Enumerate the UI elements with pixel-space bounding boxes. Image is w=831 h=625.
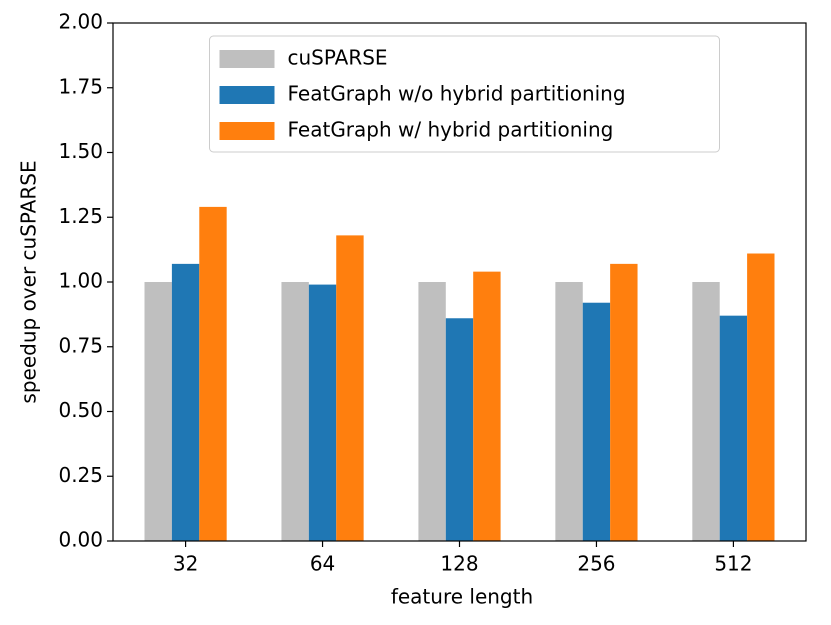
x-tick-label: 512 (714, 552, 752, 576)
bar (610, 263, 638, 541)
legend-label: cuSPARSE (288, 46, 388, 70)
bar (582, 302, 611, 541)
bar (445, 318, 474, 541)
y-tick-label: 1.00 (58, 269, 103, 293)
y-tick-label: 2.00 (58, 10, 103, 34)
x-tick-label: 256 (577, 552, 615, 576)
legend-label: FeatGraph w/o hybrid partitioning (288, 82, 626, 106)
x-tick-label: 128 (440, 552, 478, 576)
bar (199, 206, 227, 541)
bar (555, 282, 583, 541)
x-axis-label: feature length (391, 585, 533, 609)
bar (418, 282, 446, 541)
bar (336, 235, 364, 541)
bar (144, 282, 172, 541)
plot-frame (112, 22, 807, 542)
legend-box (209, 35, 720, 153)
y-tick-label: 0.75 (58, 333, 103, 357)
y-tick-label: 0.00 (58, 528, 103, 552)
y-axis-label: speedup over cuSPARSE (17, 160, 41, 403)
y-tick-label: 0.50 (58, 398, 103, 422)
y-tick-label: 1.50 (58, 139, 103, 163)
bar (281, 282, 309, 541)
legend-swatch (219, 122, 275, 140)
y-tick-label: 1.75 (58, 74, 103, 98)
bar (171, 263, 200, 541)
y-tick-label: 1.25 (58, 204, 103, 228)
bar (473, 271, 501, 541)
x-tick-label: 32 (173, 552, 198, 576)
y-tick-label: 0.25 (58, 463, 103, 487)
legend-label: FeatGraph w/ hybrid partitioning (288, 118, 614, 142)
bar (692, 282, 720, 541)
legend-swatch (219, 86, 275, 104)
bar (747, 253, 775, 541)
legend-swatch (219, 50, 275, 68)
bar (308, 284, 337, 541)
bar (719, 315, 748, 541)
x-tick-label: 64 (310, 552, 335, 576)
